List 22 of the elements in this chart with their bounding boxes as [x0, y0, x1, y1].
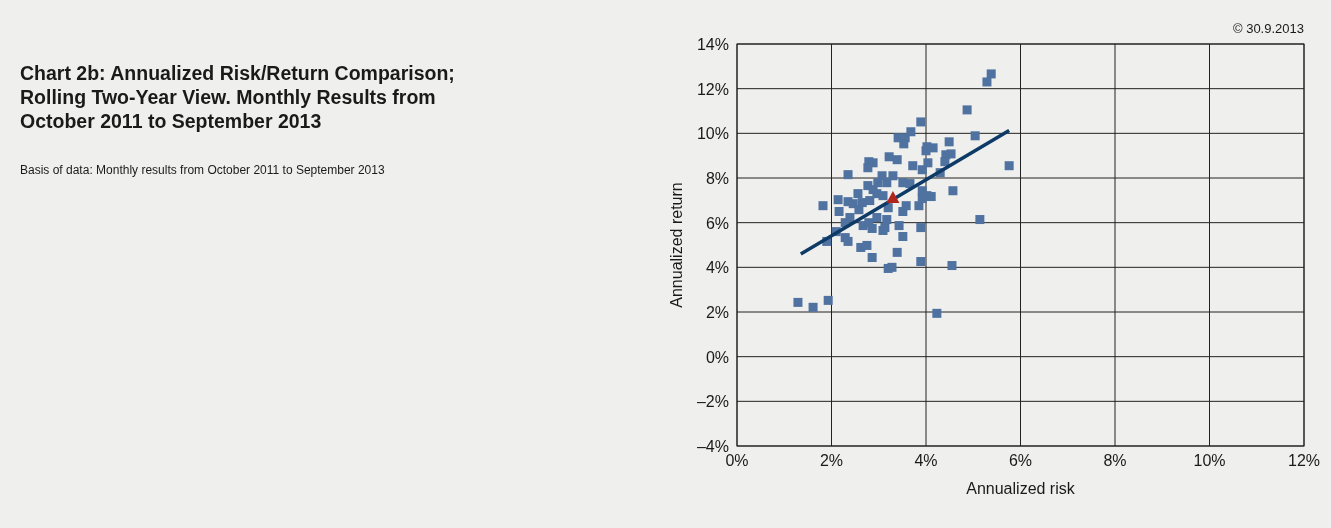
y-tick-label: 8% [705, 170, 729, 187]
y-tick-label: 14% [696, 36, 729, 53]
y-tick-label: –4% [696, 438, 729, 455]
x-tick-label: 2% [819, 452, 844, 469]
text: Chart 2b: Annualized Risk/Return Comparison; Rolling Two-Year View. Monthly Results from October 2011 to September 2013 [20, 62, 455, 132]
x-tick-label: 12% [1287, 452, 1321, 469]
y-tick-label: 4% [705, 259, 729, 277]
y-tick-label: 0% [705, 348, 729, 366]
y-tick-label: 10% [696, 125, 729, 143]
x-axis-title: Annualized risk [966, 480, 1076, 497]
x-tick-label: 0% [725, 452, 749, 469]
x-tick-label: 4% [914, 452, 938, 469]
y-tick-label: 6% [705, 214, 729, 232]
text: Basis of data: Monthly results from October 2011 to September 2013 [20, 163, 385, 177]
x-tick-label: 10% [1193, 452, 1226, 469]
y-tick-label: 2% [705, 304, 729, 321]
y-axis-title: Annualized return [668, 182, 685, 308]
text: © 30.9.2013 [1232, 21, 1304, 36]
y-tick-label: 12% [696, 80, 729, 98]
x-tick-label: 6% [1008, 452, 1033, 469]
x-tick-label: 8% [1103, 452, 1127, 469]
y-tick-label: –2% [696, 393, 729, 411]
